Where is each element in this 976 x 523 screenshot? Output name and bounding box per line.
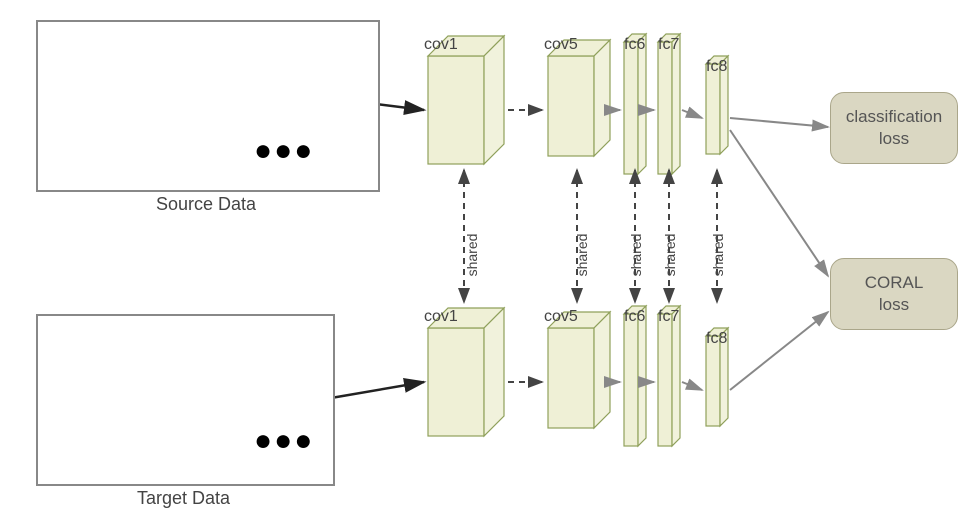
cov5-block-top xyxy=(548,40,610,156)
fc6-block-bot xyxy=(624,306,646,446)
shared-label: shared xyxy=(574,225,590,285)
fc7-block-bot xyxy=(658,306,680,446)
target-data-box xyxy=(36,314,335,486)
cov1-block-top xyxy=(428,36,504,164)
coral-loss-box: CORALloss xyxy=(830,258,958,330)
shared-label: shared xyxy=(628,225,644,285)
arrow-fc8bot-coral xyxy=(730,312,828,390)
fc7-label-top: fc7 xyxy=(658,36,679,54)
cov5-label-top: cov5 xyxy=(544,36,578,54)
source-data-box xyxy=(36,20,380,192)
fc6-block-top xyxy=(624,34,646,174)
ellipsis-dots: ●●● xyxy=(254,134,314,168)
classification-loss-box: classificationloss xyxy=(830,92,958,164)
shared-label: shared xyxy=(662,225,678,285)
cov5-block-bot xyxy=(548,312,610,428)
cov5-label-bot: cov5 xyxy=(544,308,578,326)
fc8-label-top: fc8 xyxy=(706,58,727,76)
arrow-target-cov1 xyxy=(331,382,424,398)
arrow-fc8top-cls xyxy=(730,118,828,127)
shared-label: shared xyxy=(464,225,480,285)
cov1-block-bot xyxy=(428,308,504,436)
arrow-fc7-fc8-top xyxy=(682,110,702,118)
fc7-block-top xyxy=(658,34,680,174)
shared-label: shared xyxy=(710,225,726,285)
fc7-label-bot: fc7 xyxy=(658,308,679,326)
cov1-label-top: cov1 xyxy=(424,36,458,54)
source-data-label: Source Data xyxy=(36,194,376,215)
arrow-fc8top-coral xyxy=(730,130,828,276)
ellipsis-dots: ●●● xyxy=(254,424,314,458)
fc6-label-bot: fc6 xyxy=(624,308,645,326)
target-data-label: Target Data xyxy=(36,488,331,509)
cov1-label-bot: cov1 xyxy=(424,308,458,326)
arrow-fc7-fc8-bot xyxy=(682,382,702,390)
arrow-source-cov1 xyxy=(376,104,424,110)
fc6-label-top: fc6 xyxy=(624,36,645,54)
fc8-label-bot: fc8 xyxy=(706,330,727,348)
